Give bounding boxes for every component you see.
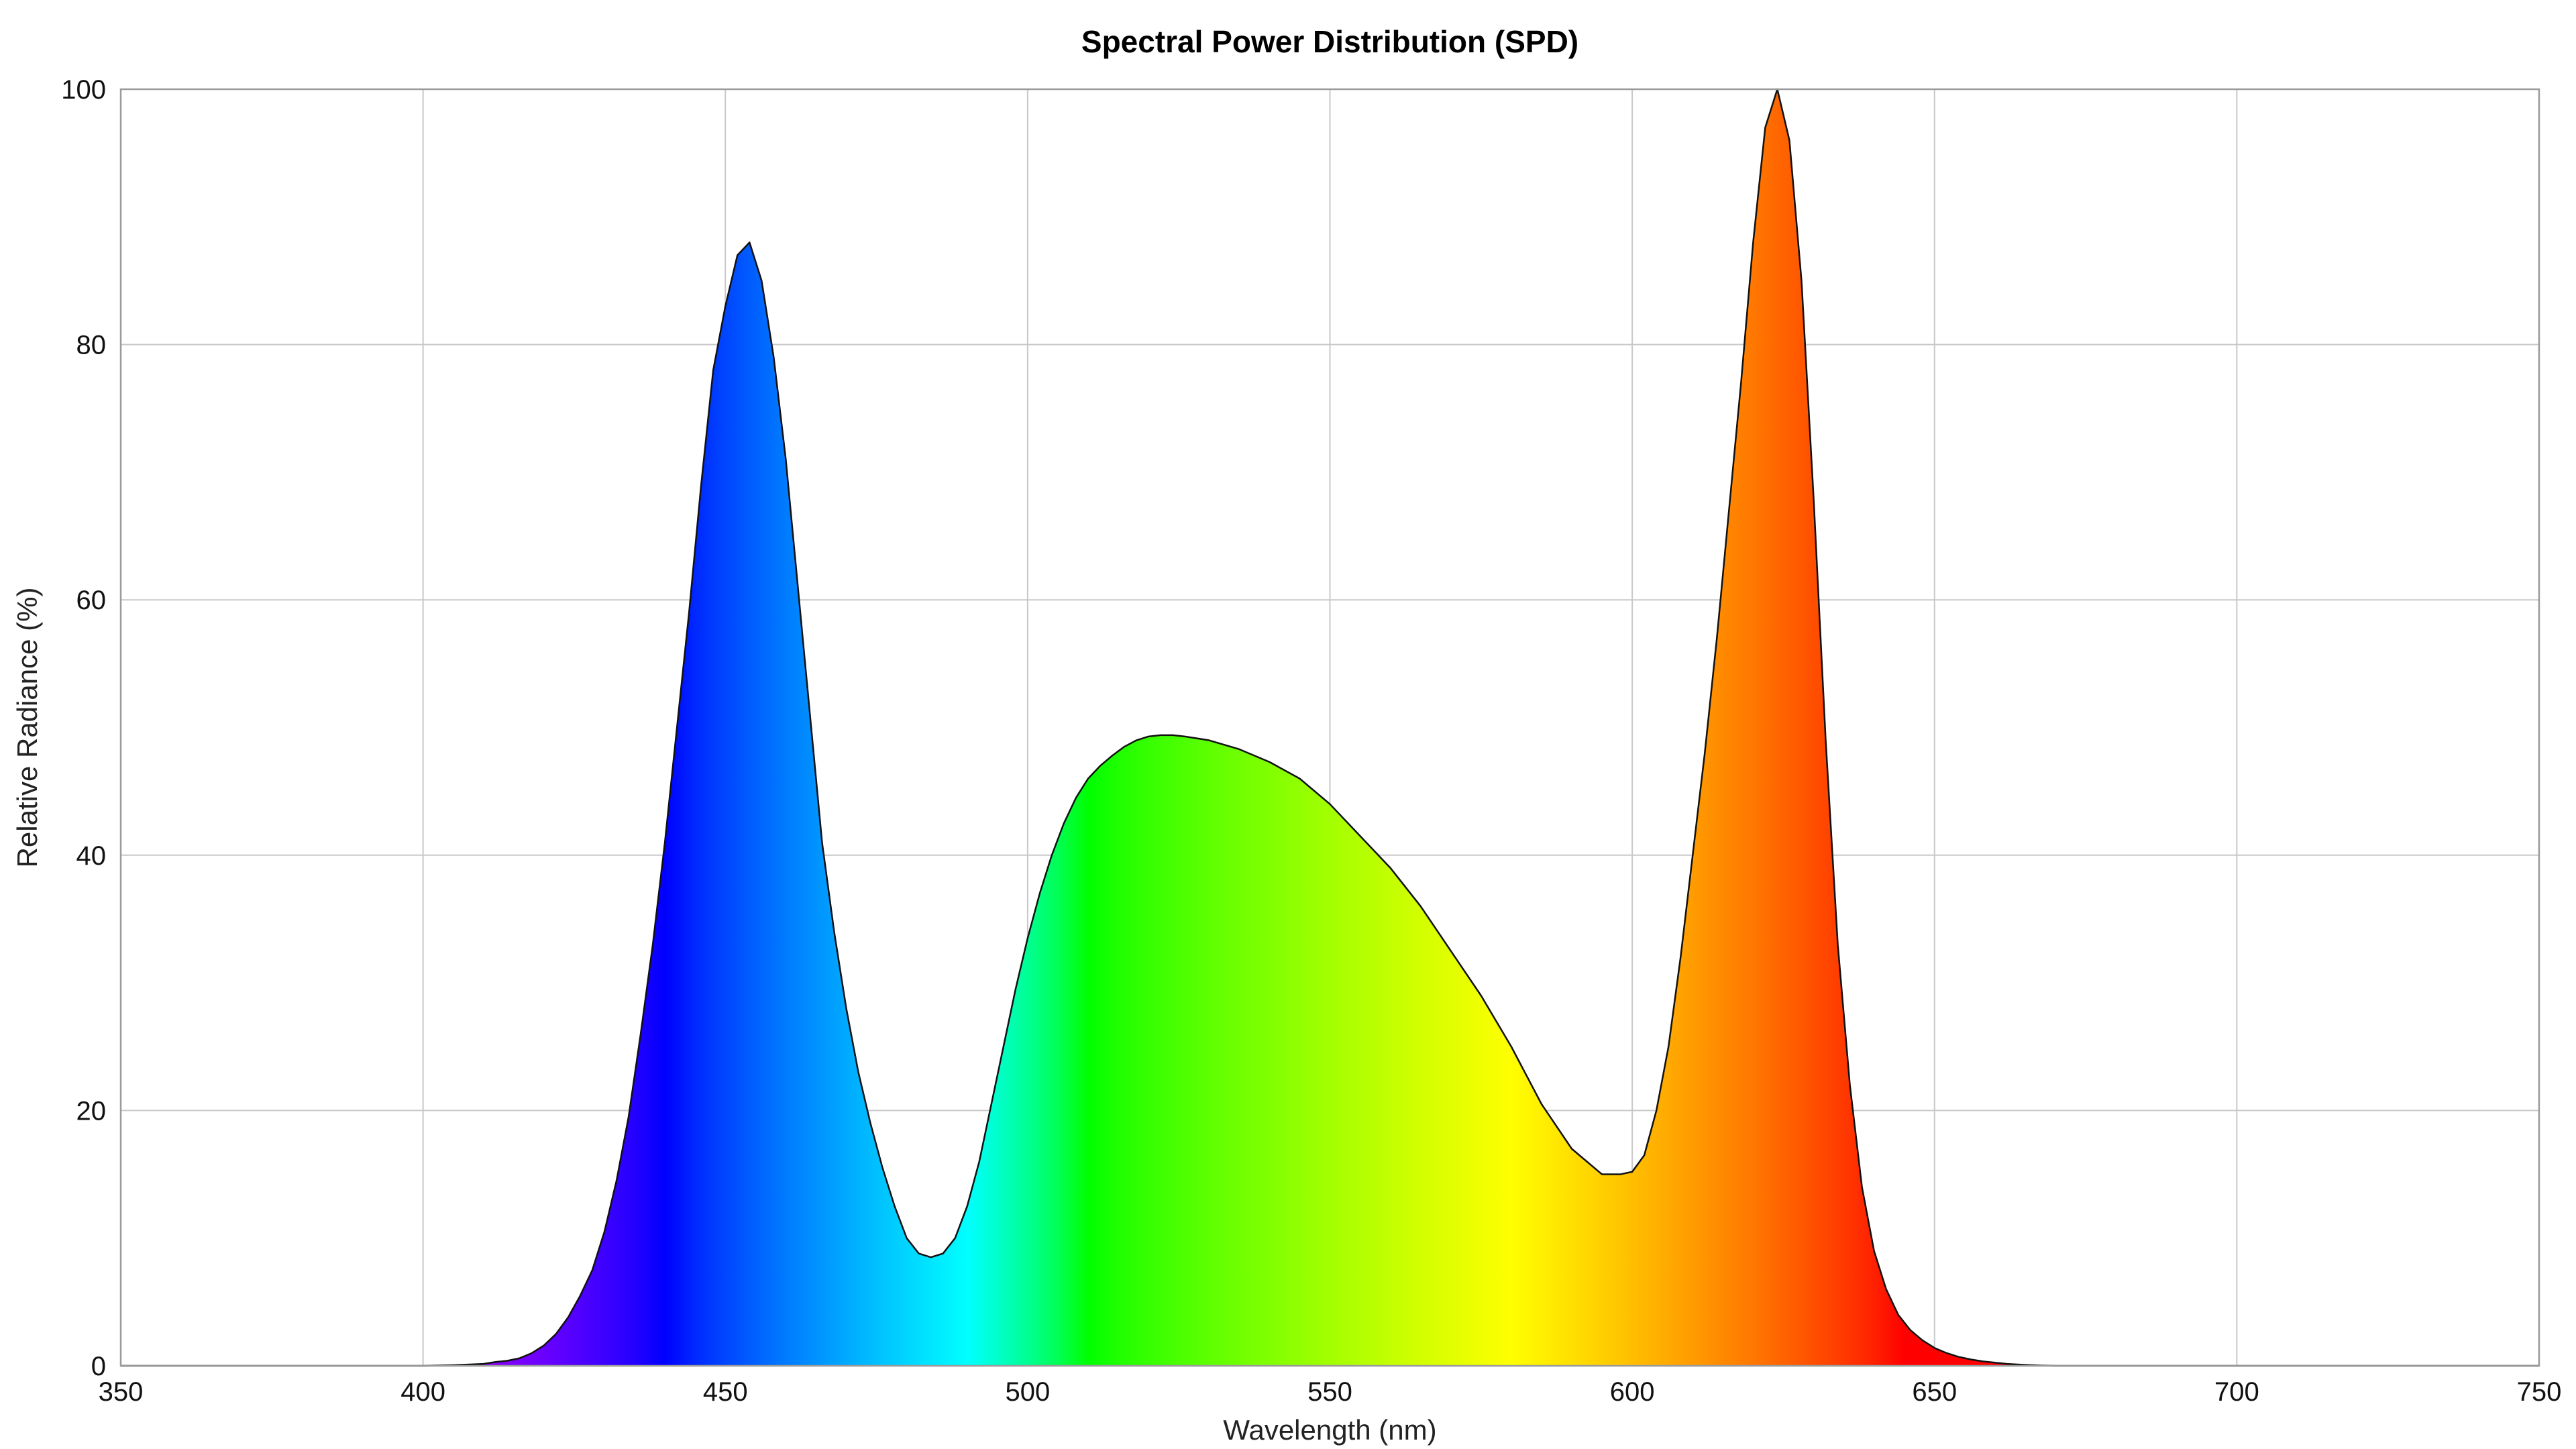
y-axis-label: Relative Radiance (%) (11, 588, 43, 868)
plot-frame (119, 88, 2540, 1367)
spd-area-fill (121, 89, 2539, 1366)
y-tick-label: 80 (76, 331, 107, 360)
x-tick-label: 700 (2214, 1377, 2259, 1407)
y-tick-label: 100 (61, 75, 106, 105)
x-tick-label: 650 (1912, 1377, 1957, 1407)
spd-series-line (121, 88, 2539, 1367)
y-tick-label: 0 (91, 1352, 106, 1381)
x-tick-label: 350 (99, 1377, 144, 1407)
x-axis-label: Wavelength (nm) (1223, 1414, 1436, 1446)
y-axis-ticks: 0 20 40 60 80 100 (61, 75, 106, 1381)
y-tick-label: 40 (76, 841, 107, 871)
x-tick-label: 500 (1006, 1377, 1051, 1407)
y-tick-label: 60 (76, 586, 107, 615)
chart-title: Spectral Power Distribution (SPD) (1081, 24, 1578, 59)
x-tick-label: 600 (1610, 1377, 1655, 1407)
x-axis-ticks: 350 400 450 500 550 600 650 700 750 (99, 1377, 2562, 1407)
x-tick-label: 450 (703, 1377, 748, 1407)
x-tick-label: 550 (1307, 1377, 1352, 1407)
x-tick-label: 750 (2517, 1377, 2562, 1407)
y-tick-label: 20 (76, 1096, 107, 1126)
x-tick-label: 400 (400, 1377, 445, 1407)
